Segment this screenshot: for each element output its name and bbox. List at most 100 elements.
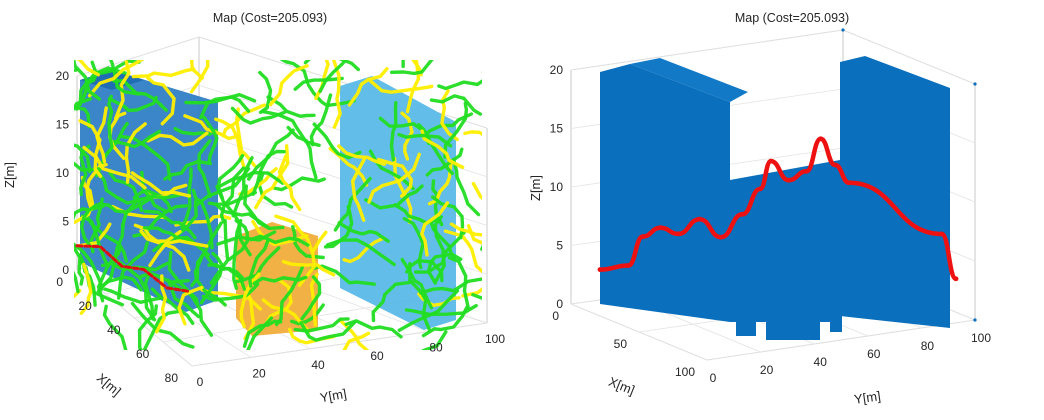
explored-branch — [47, 177, 71, 216]
explored-branch — [342, 236, 386, 264]
explored-branch — [411, 60, 423, 77]
z-tick-label-3: 15 — [550, 122, 564, 136]
explored-branch — [80, 214, 110, 268]
explored-branch — [74, 204, 105, 221]
explored-branch — [344, 319, 403, 339]
corner-marker-bottom — [973, 318, 977, 322]
x-tick-label-1: 50 — [614, 337, 628, 351]
chart-left-xlabel: X[m] — [94, 370, 124, 399]
explored-branch — [74, 105, 91, 129]
explored-branch — [425, 147, 464, 177]
explored-branch — [132, 189, 173, 214]
x-tick-label-4: 80 — [165, 371, 179, 385]
chart-right-path — [597, 136, 959, 282]
chart-right-xlabel: X[m] — [606, 374, 636, 398]
chart-left: Map (Cost=205.093) 0 5 10 15 20 0 20 40 60 80 0 2… — [2, 11, 517, 405]
chart-left-z-ticks: 0 5 10 15 20 — [56, 69, 70, 277]
explored-branch — [167, 250, 200, 307]
explored-branch — [74, 143, 92, 174]
explored-branch — [408, 262, 432, 333]
path-point-13 — [832, 162, 838, 168]
chart-left-path — [75, 244, 192, 294]
explored-branch — [251, 149, 286, 196]
z-tick-label-2: 10 — [56, 166, 70, 180]
chart-left-y-ticks: 0 20 40 60 80 100 — [197, 332, 506, 389]
x-tick-label-2: 100 — [675, 365, 695, 379]
explored-branch — [142, 309, 181, 350]
explored-branch — [279, 60, 310, 85]
explored-branch — [350, 157, 366, 222]
u-obstacle — [600, 56, 950, 340]
z-tick-label-2: 10 — [550, 180, 564, 194]
explored-branch — [471, 181, 482, 201]
explored-branch — [143, 226, 194, 244]
path-point-14 — [846, 180, 852, 186]
explored-branch — [146, 76, 176, 126]
explored-branch — [79, 262, 93, 315]
explored-branch — [216, 230, 277, 246]
explored-branch — [307, 83, 356, 108]
explored-branch — [419, 277, 482, 295]
path-point-16 — [953, 276, 959, 282]
explored-branch — [109, 254, 157, 322]
explored-branch — [154, 274, 168, 334]
path-point-8 — [757, 186, 763, 192]
explored-branch — [342, 331, 371, 350]
explored-branch — [299, 320, 357, 342]
explored-branch — [463, 130, 482, 136]
explored-branch — [337, 144, 386, 166]
x-tick-label-2: 40 — [107, 323, 121, 337]
gridline — [706, 319, 976, 361]
explored-branch — [274, 266, 304, 327]
explored-branch — [75, 66, 127, 111]
gridline — [570, 303, 708, 361]
chart-right-x-ticks: 0 50 100 — [552, 309, 695, 379]
explored-branch — [107, 94, 114, 149]
corner-marker-top — [841, 28, 845, 32]
explored-branch — [124, 122, 147, 184]
z-tick-label-3: 15 — [56, 118, 70, 132]
explored-branch — [87, 60, 145, 98]
explored-branch — [74, 60, 101, 77]
explored-branch — [265, 278, 293, 323]
explored-branch — [233, 246, 281, 284]
explored-branch — [420, 129, 465, 169]
explored-branch — [150, 287, 195, 325]
explored-branch — [215, 184, 252, 257]
explored-branch — [268, 64, 309, 107]
explored-branch — [249, 234, 310, 247]
explored-branch — [486, 243, 517, 278]
path-point-0 — [597, 267, 603, 272]
explored-branch — [120, 193, 182, 228]
y-tick-label-1: 20 — [252, 366, 266, 380]
explored-branch — [189, 60, 210, 94]
chart-right-title: Map (Cost=205.093) — [735, 11, 849, 25]
explored-branch — [130, 301, 195, 349]
explored-branch — [451, 158, 481, 217]
explored-branch — [272, 176, 326, 192]
explored-branch — [146, 131, 209, 147]
explored-branch — [371, 280, 412, 323]
z-tick-label-4: 20 — [56, 69, 70, 83]
explored-branch — [417, 123, 454, 176]
explored-branch — [74, 60, 102, 101]
explored-branch — [131, 67, 196, 79]
u-obstacle-foot-3 — [830, 316, 842, 332]
explored-branch — [366, 77, 434, 94]
explored-branch — [139, 229, 191, 272]
explored-branch — [85, 162, 108, 211]
y-tick-label-2: 40 — [311, 358, 325, 372]
chart-right: Map (Cost=205.093) 0 5 10 15 20 — [528, 11, 991, 407]
explored-branch — [215, 170, 285, 190]
gridline — [842, 29, 976, 85]
explored-branch — [102, 304, 128, 350]
path-point-11 — [804, 168, 809, 174]
explored-branch — [421, 306, 469, 338]
path-point-12 — [818, 136, 824, 142]
explored-branch — [215, 203, 271, 230]
path-point-15 — [939, 231, 945, 237]
explored-branch — [180, 167, 193, 230]
explored-branch — [274, 214, 314, 254]
u-obstacle-foot-2 — [766, 322, 820, 340]
path-point-7 — [740, 211, 745, 217]
